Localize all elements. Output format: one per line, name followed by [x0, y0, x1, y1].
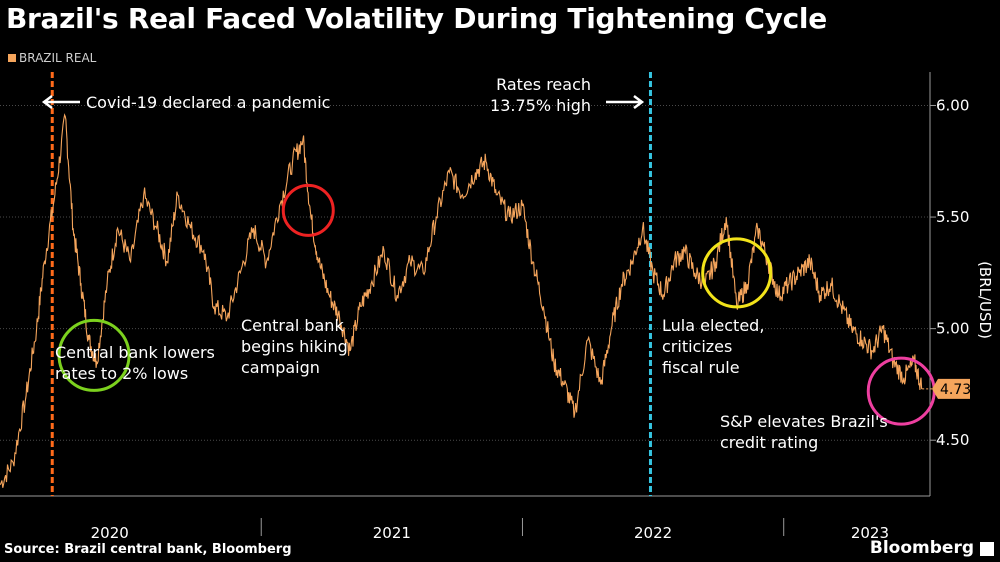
x-tick-label-2: 2022 [634, 524, 672, 542]
annotation-labels: Covid-19 declared a pandemic Rates reach 1… [41, 75, 888, 452]
annotation-circles [57, 183, 936, 426]
rates-arrow-icon [606, 95, 645, 109]
x-tick-label-1: 2021 [373, 524, 411, 542]
y-tick-label-1: 5.50 [936, 208, 969, 226]
annotation-4-line-2: fiscal rule [662, 358, 740, 377]
y-tick-label-2: 5.00 [936, 320, 969, 338]
annotation-5-line-0: S&P elevates Brazil's [720, 412, 888, 431]
annotation-circle-4 [701, 237, 773, 309]
annotation-2-line-0: Central bank lowers [55, 343, 215, 362]
event-lines [50, 72, 652, 496]
x-axis: 2020 2021 2022 2023 [91, 518, 889, 542]
annotation-4-line-0: Lula elected, [662, 316, 764, 335]
y-tick-label-0: 6.00 [936, 96, 969, 114]
annotation-4-line-1: criticizes [662, 337, 732, 356]
y-axis-label: (BRL/USD) [976, 261, 994, 339]
annotation-circle-2 [57, 318, 131, 392]
x-tick-label-3: 2023 [851, 524, 889, 542]
annotation-2-line-1: rates to 2% lows [55, 364, 188, 383]
annotation-5-line-1: credit rating [720, 433, 818, 452]
y-axis: 6.00 5.50 5.00 4.50 (BRL/USD) 4.73 [922, 96, 994, 449]
y-tick-label-3: 4.50 [936, 431, 969, 449]
bloomberg-logo: Bloomberg [869, 538, 974, 558]
legend-label: BRAZIL REAL [19, 51, 97, 65]
annotation-1-line-1: 13.75% high [490, 96, 591, 115]
annotation-3-line-0: Central bank [241, 316, 344, 335]
annotation-3-line-2: campaign [241, 358, 320, 377]
annotation-3-line-1: begins hiking [241, 337, 348, 356]
x-tick-label-0: 2020 [91, 524, 129, 542]
chart-title: Brazil's Real Faced Volatility During Ti… [6, 2, 827, 35]
source-note: Source: Brazil central bank, Bloomberg [4, 542, 292, 557]
last-value-box [932, 378, 970, 399]
legend: BRAZIL REAL [8, 51, 96, 65]
axis-frame [0, 72, 931, 497]
series-layer [0, 113, 923, 488]
covid-arrow-icon [41, 95, 80, 109]
legend-swatch [8, 54, 16, 62]
series-line-0 [0, 113, 923, 488]
gridlines [0, 104, 930, 441]
annotation-circle-3 [281, 183, 335, 237]
bloomberg-mark-icon [980, 542, 994, 556]
annotation-1-line-0: Rates reach [496, 75, 591, 94]
last-value-label: 4.73 [940, 382, 971, 398]
annotation-0-line-0: Covid-19 declared a pandemic [86, 93, 330, 112]
